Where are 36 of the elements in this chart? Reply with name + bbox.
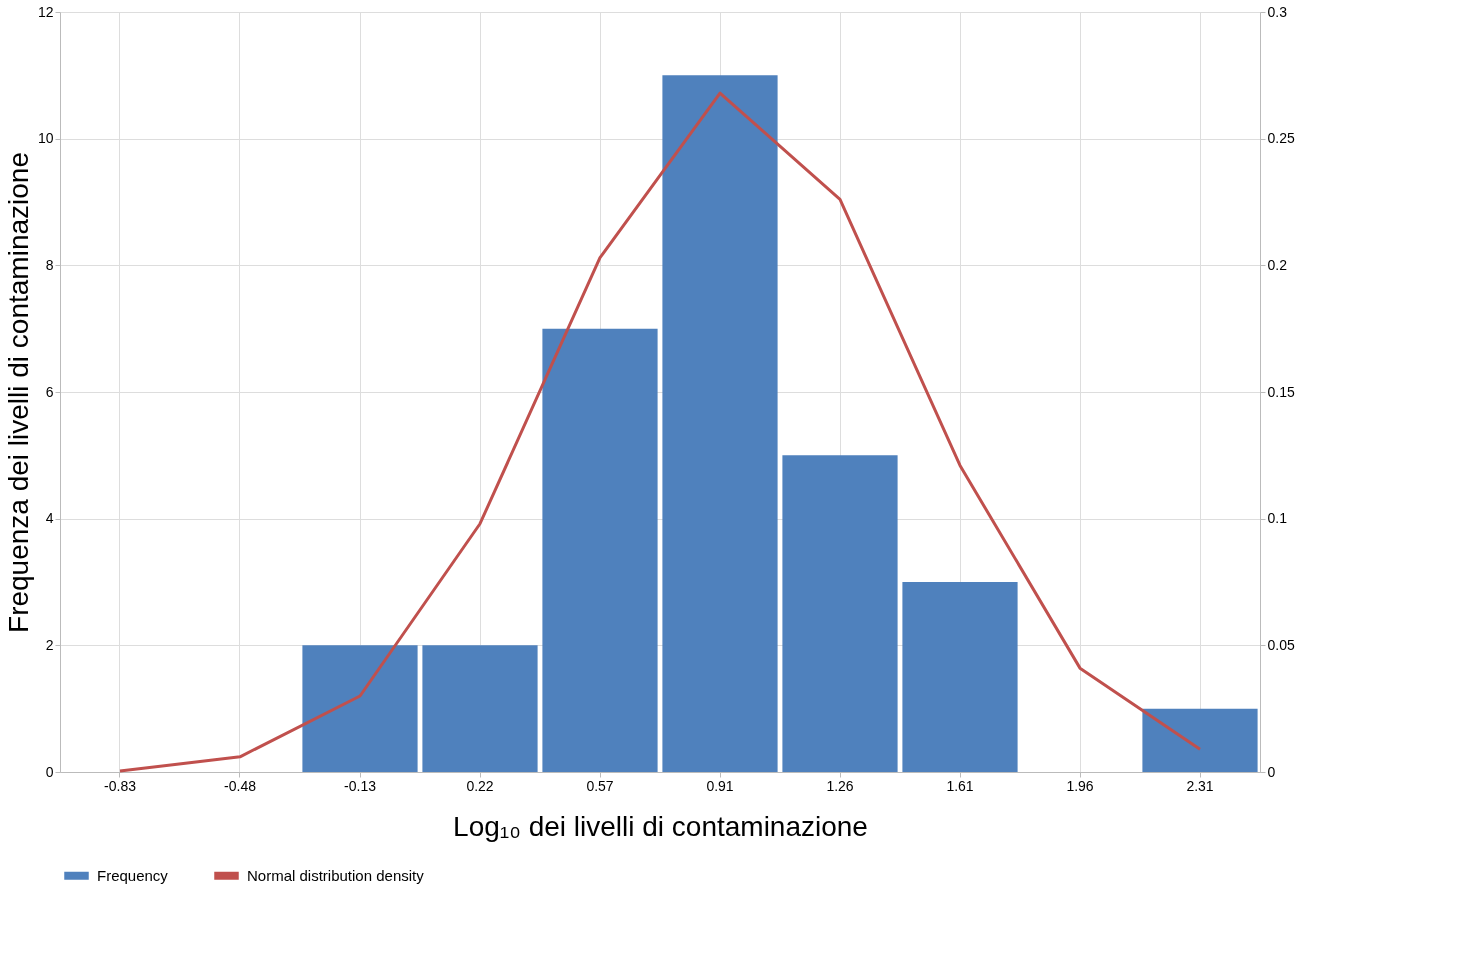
bar	[302, 645, 418, 772]
bar	[1142, 708, 1258, 772]
y2-tick-label: 0.25	[1267, 130, 1295, 147]
x-tick-label: 0.22	[466, 777, 494, 794]
x-tick-label: -0.83	[104, 777, 137, 794]
y-tick-label: 2	[45, 636, 54, 653]
y2-tick-label: 0.3	[1267, 3, 1288, 20]
y2-tick-label: 0.1	[1267, 510, 1288, 527]
y2-tick-label: 0.15	[1267, 383, 1295, 400]
bar	[542, 328, 658, 772]
y-tick-label: 0	[45, 763, 54, 780]
bar	[782, 455, 898, 772]
y2-tick-label: 0.05	[1267, 636, 1295, 653]
y-tick-label: 4	[45, 510, 54, 527]
x-tick-label: 1.96	[1066, 777, 1094, 794]
line-series	[118, 91, 1202, 773]
bar	[422, 645, 538, 772]
x-axis-title: Log₁₀ dei livelli di contaminazione	[453, 810, 868, 842]
x-tick-label: -0.13	[344, 777, 377, 794]
x-tick-label: 2.31	[1186, 777, 1214, 794]
x-tick-label: 1.26	[826, 777, 854, 794]
y2-tick-label: 0.2	[1267, 256, 1288, 273]
bar	[662, 75, 778, 772]
legend-label: Frequency	[97, 866, 169, 884]
y-tick-label: 12	[37, 3, 54, 20]
y-axis-title: Frequenza dei livelli di contaminazione	[2, 152, 34, 633]
x-tick-label: -0.48	[224, 777, 257, 794]
y-tick-label: 8	[45, 256, 54, 273]
bar	[902, 582, 1018, 772]
x-tick-label: 1.61	[946, 777, 974, 794]
y2-tick-label: 0	[1267, 763, 1276, 780]
x-tick-label: 0.57	[586, 777, 614, 794]
legend-label: Normal distribution density	[247, 866, 425, 884]
x-tick-label: 0.91	[706, 777, 734, 794]
y-tick-label: 6	[45, 383, 54, 400]
y-tick-label: 10	[37, 130, 54, 147]
